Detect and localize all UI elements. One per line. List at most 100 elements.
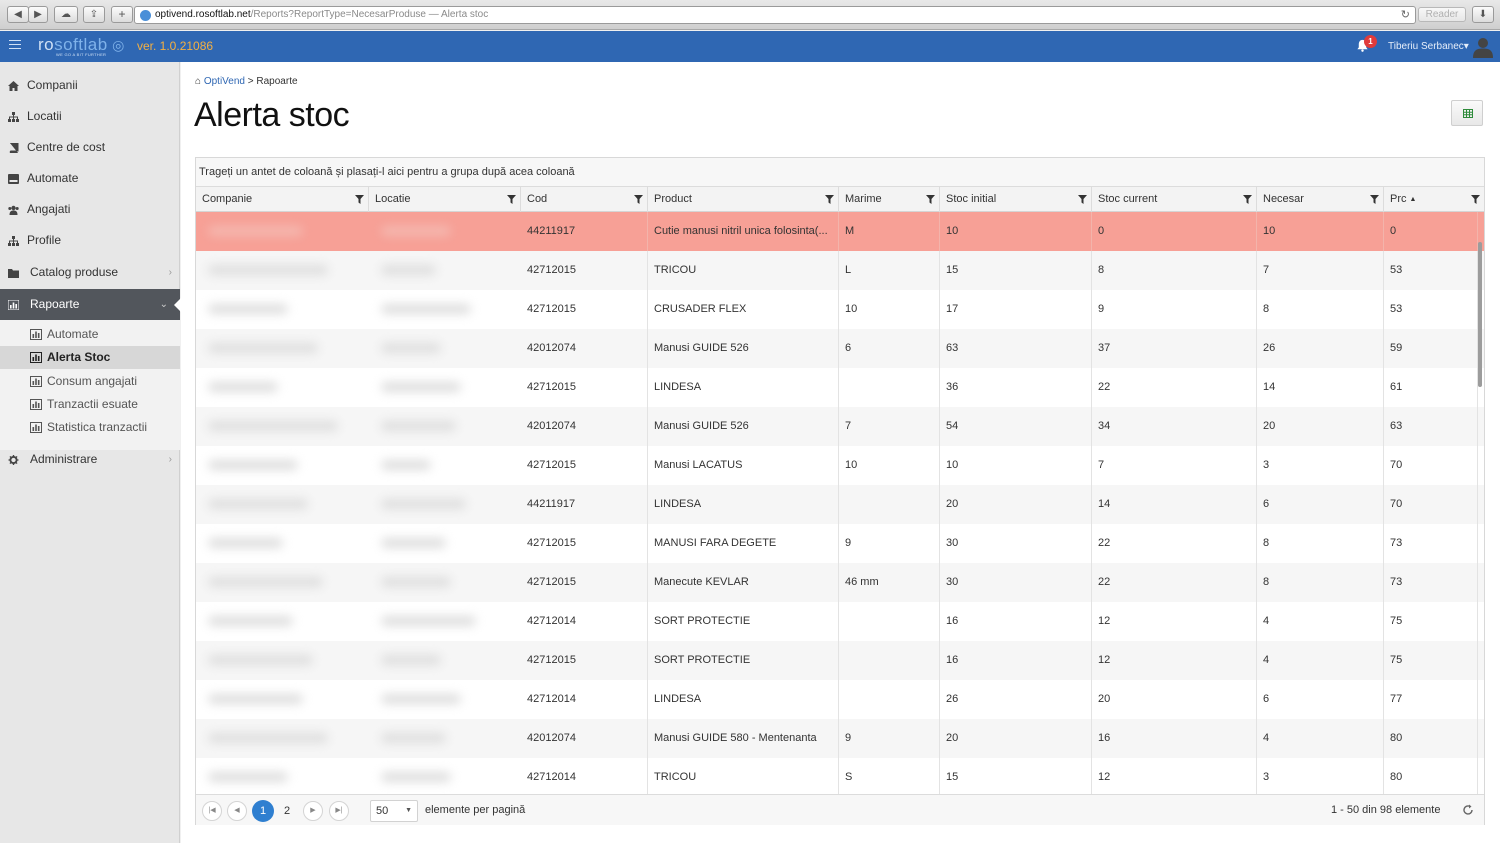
icloud-tabs-button[interactable]: ☁ <box>54 6 78 23</box>
table-row[interactable]: 42712015 Manecute KEVLAR 46 mm 30 22 8 73 <box>196 563 1484 602</box>
sidebar-item-administrare[interactable]: Administrare › <box>0 444 180 475</box>
submenu-item-automate[interactable]: Automate <box>0 323 180 346</box>
new-tab-button[interactable]: + <box>111 6 133 23</box>
filter-icon[interactable] <box>825 195 834 204</box>
page-size-select[interactable]: 50 ▼ <box>370 800 418 822</box>
cell-prc: 75 <box>1384 641 1478 680</box>
next-page-icon[interactable]: ▶ <box>303 801 323 821</box>
table-row[interactable]: 42012074 Manusi GUIDE 526 6 63 37 26 59 <box>196 329 1484 368</box>
cell-stoc-current: 14 <box>1092 485 1257 524</box>
filter-icon[interactable] <box>1078 195 1087 204</box>
table-row[interactable]: 42712015 TRICOU L 15 8 7 53 <box>196 251 1484 290</box>
cell-marime: 46 mm <box>839 563 940 602</box>
filter-icon[interactable] <box>926 195 935 204</box>
cell-stoc-current: 9 <box>1092 290 1257 329</box>
filter-icon[interactable] <box>1471 195 1480 204</box>
table-row[interactable]: 42712014 LINDESA 26 20 6 77 <box>196 680 1484 719</box>
cell-stoc-initial: 17 <box>940 290 1092 329</box>
cell-necesar: 26 <box>1257 329 1384 368</box>
downloads-button[interactable]: ⬇ <box>1472 6 1494 23</box>
export-excel-button[interactable] <box>1451 100 1483 126</box>
column-header-necesar[interactable]: Necesar <box>1257 187 1384 212</box>
cell-prc: 80 <box>1384 719 1478 758</box>
cell-stoc-current: 20 <box>1092 680 1257 719</box>
sidebar-item-centre-de-cost[interactable]: Centre de cost <box>0 132 180 163</box>
table-row[interactable]: 42012074 Manusi GUIDE 526 7 54 34 20 63 <box>196 407 1484 446</box>
column-header-product[interactable]: Product <box>648 187 839 212</box>
pager-info: 1 - 50 din 98 elemente <box>1331 804 1441 816</box>
table-row[interactable]: 44211917 LINDESA 20 14 6 70 <box>196 485 1484 524</box>
submenu-item-consum-angajati[interactable]: Consum angajati <box>0 370 180 393</box>
sidebar-item-rapoarte[interactable]: Rapoarte ⌄ <box>0 289 181 320</box>
submenu-item-alerta-stoc[interactable]: Alerta Stoc <box>0 346 180 369</box>
cell-marime <box>839 368 940 407</box>
reload-icon[interactable]: ↻ <box>1400 9 1410 21</box>
user-menu[interactable]: Tiberiu Serbanec▾ <box>1388 41 1469 52</box>
cell-cod: 42712015 <box>521 524 648 563</box>
submenu-item-statistica-tranzactii[interactable]: Statistica tranzactii <box>0 416 180 439</box>
cell-marime: M <box>839 212 940 251</box>
breadcrumb-home-link[interactable]: OptiVend <box>203 76 245 87</box>
filter-icon[interactable] <box>1370 195 1379 204</box>
submenu-item-tranzactii-esuate[interactable]: Tranzactii esuate <box>0 393 180 416</box>
filter-icon[interactable] <box>507 195 516 204</box>
table-row[interactable]: 42712015 MANUSI FARA DEGETE 9 30 22 8 73 <box>196 524 1484 563</box>
cell-cod: 42712015 <box>521 251 648 290</box>
cell-necesar: 20 <box>1257 407 1384 446</box>
user-avatar-icon[interactable] <box>1472 36 1494 58</box>
table-row-alert[interactable]: 44211917 Cutie manusi nitril unica folosi… <box>196 212 1484 251</box>
table-row[interactable]: 42712014 TRICOU S 15 12 3 80 <box>196 758 1484 794</box>
sidebar-item-angajati[interactable]: Angajati <box>0 194 180 225</box>
table-row[interactable]: 42712015 SORT PROTECTIE 16 12 4 75 <box>196 641 1484 680</box>
sidebar-item-catalog-produse[interactable]: Catalog produse › <box>0 257 180 288</box>
table-row[interactable]: 42712014 SORT PROTECTIE 16 12 4 75 <box>196 602 1484 641</box>
sidebar-item-companii[interactable]: Companii <box>0 70 180 101</box>
sidebar-item-locatii[interactable]: Locatii <box>0 101 180 132</box>
column-header-stoc-current[interactable]: Stoc current <box>1092 187 1257 212</box>
cell-prc: 59 <box>1384 329 1478 368</box>
column-header-cod[interactable]: Cod <box>521 187 648 212</box>
cell-necesar: 6 <box>1257 680 1384 719</box>
filter-icon[interactable] <box>634 195 643 204</box>
refresh-icon[interactable] <box>1462 804 1474 816</box>
redacted-text <box>208 538 283 548</box>
forward-button[interactable]: ▶ <box>28 6 48 23</box>
filter-icon[interactable] <box>355 195 364 204</box>
cell-marime: 9 <box>839 524 940 563</box>
group-drop-area[interactable]: Trageți un antet de coloană și plasați-l… <box>196 158 1484 187</box>
back-button[interactable]: ◀ <box>7 6 29 23</box>
table-row[interactable]: 42712015 CRUSADER FLEX 10 17 9 8 53 <box>196 290 1484 329</box>
column-header-stoc-initial[interactable]: Stoc initial <box>940 187 1092 212</box>
address-bar[interactable]: optivend.rosoftlab.net/Reports?ReportTyp… <box>134 6 1416 24</box>
column-header-companie[interactable]: Companie <box>196 187 369 212</box>
page-button[interactable]: 2 <box>283 805 291 817</box>
brand-logo[interactable]: rosoftlab ◎ <box>38 35 125 54</box>
cell-stoc-current: 22 <box>1092 524 1257 563</box>
cell-cod: 42712015 <box>521 290 648 329</box>
first-page-icon[interactable]: |◀ <box>202 801 222 821</box>
reader-button[interactable]: Reader <box>1418 7 1466 22</box>
prev-page-icon[interactable]: ◀ <box>227 801 247 821</box>
column-header-marime[interactable]: Marime <box>839 187 940 212</box>
cell-stoc-initial: 16 <box>940 602 1092 641</box>
cell-necesar: 4 <box>1257 641 1384 680</box>
last-page-icon[interactable]: ▶| <box>329 801 349 821</box>
filter-icon[interactable] <box>1243 195 1252 204</box>
cell-locatie-redacted <box>369 290 521 329</box>
table-row[interactable]: 42012074 Manusi GUIDE 580 - Mentenanta 9 20… <box>196 719 1484 758</box>
cell-cod: 42712015 <box>521 368 648 407</box>
cell-stoc-current: 7 <box>1092 446 1257 485</box>
vertical-scrollbar[interactable] <box>1478 242 1482 387</box>
share-button[interactable]: ⇪ <box>83 6 105 23</box>
redacted-text <box>381 421 456 431</box>
column-header-prc[interactable]: Prc ▲ <box>1384 187 1484 212</box>
cell-cod: 44211917 <box>521 485 648 524</box>
sidebar-item-automate[interactable]: Automate <box>0 163 180 194</box>
menu-toggle-icon[interactable] <box>9 40 21 52</box>
redacted-text <box>381 226 451 236</box>
table-row[interactable]: 42712015 LINDESA 36 22 14 61 <box>196 368 1484 407</box>
page-button-current[interactable]: 1 <box>252 800 274 822</box>
sidebar-item-profile[interactable]: Profile <box>0 225 180 256</box>
column-header-locatie[interactable]: Locatie <box>369 187 521 212</box>
table-row[interactable]: 42712015 Manusi LACATUS 10 10 7 3 70 <box>196 446 1484 485</box>
